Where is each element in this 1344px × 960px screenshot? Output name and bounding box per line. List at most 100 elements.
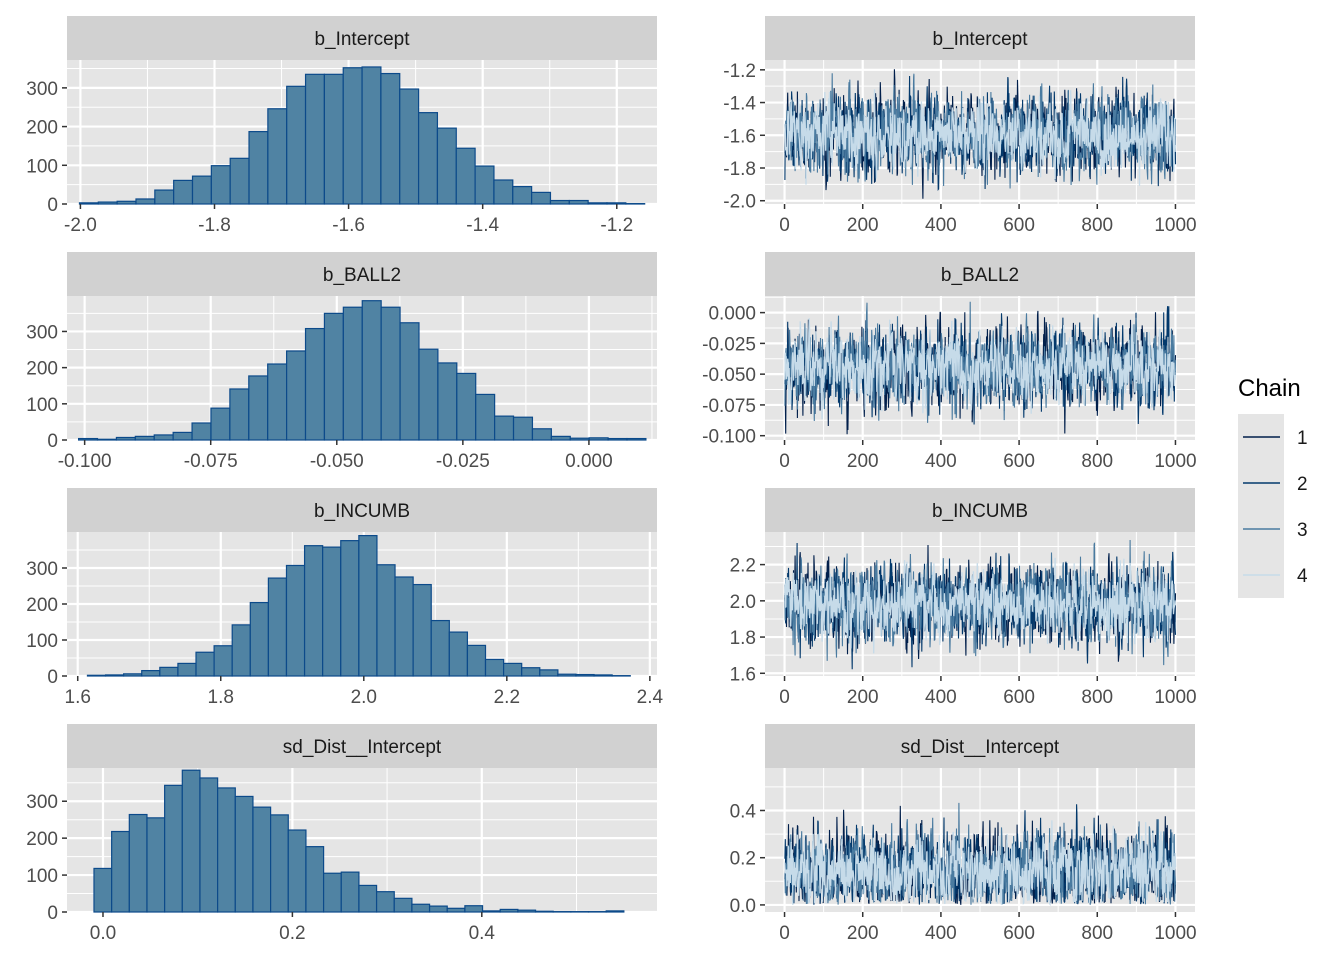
y-tick-label: -0.100 [702, 427, 756, 448]
legend-entry-chain-2: 2 [1243, 474, 1308, 495]
trace-line-chain-4 [784, 89, 1177, 186]
x-tick-label: -0.075 [184, 451, 238, 472]
trace-line-chain-4 [784, 557, 1177, 654]
histogram-bar [575, 673, 595, 677]
histogram-bar [229, 157, 250, 205]
facet-label: b_INCUMB [314, 501, 410, 522]
x-tick-label: 1.6 [65, 687, 91, 708]
histogram-bar [173, 179, 194, 205]
histogram-bar [97, 201, 118, 205]
x-tick-label: 0 [779, 451, 790, 472]
histogram-bar [474, 165, 495, 205]
histogram-bar [248, 131, 269, 205]
legend-entry-chain-1: 1 [1243, 428, 1308, 449]
x-tick-label: 2.0 [351, 687, 377, 708]
y-tick-label: 1.8 [730, 628, 756, 649]
histogram-bar [534, 910, 554, 913]
y-tick-label: 1.6 [730, 664, 756, 685]
histogram-bar [134, 435, 155, 441]
histogram-bar [141, 669, 161, 677]
x-tick-label: -0.025 [436, 451, 490, 472]
histogram-bar [172, 431, 193, 441]
histogram-bar [128, 813, 148, 913]
hist-panel-b_Intercept: b_Intercept -2.0 -1.8 -1.6 -1.4 -1.2 0 100 200 30… [26, 16, 657, 236]
y-tick-label: -2.0 [723, 192, 756, 213]
y-tick-label: 0.4 [730, 801, 757, 822]
histogram-bar [499, 908, 519, 913]
histogram-bar [475, 393, 496, 441]
trace-panel-b_Intercept: b_Intercept 0 200 400 600 800 1000 -2.0 -1.8 -1.6… [723, 16, 1197, 236]
y-tick-label: -1.6 [723, 126, 756, 147]
x-tick-label: 400 [925, 923, 957, 944]
facet-strip [765, 252, 1195, 296]
histogram-bar [159, 666, 179, 677]
facet-strip [67, 724, 657, 768]
facet-label: sd_Dist__Intercept [901, 737, 1060, 758]
x-tick-label: 200 [847, 687, 879, 708]
trace-line-chain-4 [784, 318, 1177, 420]
x-tick-label: 0 [779, 923, 790, 944]
y-tick-label: 200 [26, 359, 58, 380]
histogram-bar [446, 907, 466, 913]
x-tick-label: 800 [1081, 687, 1113, 708]
y-tick-label: -0.025 [702, 334, 756, 355]
y-tick-label: 100 [26, 156, 58, 177]
y-tick-label: 0.0 [730, 896, 756, 917]
histogram-bar [539, 669, 559, 677]
histogram-bar [234, 795, 254, 913]
histogram-bar [417, 112, 439, 205]
legend-label: 3 [1297, 520, 1308, 541]
x-tick-label: 800 [1081, 451, 1113, 472]
legend-entry-chain-4: 4 [1243, 566, 1308, 587]
histogram-bar [587, 202, 608, 205]
histogram-bar [164, 784, 183, 913]
histogram-bar [376, 564, 396, 677]
histogram-bar [557, 673, 577, 677]
x-tick-label: 600 [1003, 451, 1035, 472]
histogram-bar [521, 667, 541, 677]
y-tick-label: 0 [47, 431, 58, 452]
x-tick-label: 800 [1081, 923, 1113, 944]
y-tick-label: 0 [47, 195, 58, 216]
x-tick-label: -2.0 [64, 215, 97, 236]
y-tick-label: 0 [47, 667, 58, 688]
trace-panel-sd_Dist__Intercept: sd_Dist__Intercept 0 200 400 600 800 1000 0.0 0.… [730, 724, 1197, 944]
histogram-bar [191, 422, 212, 441]
x-tick-label: 0.4 [469, 923, 496, 944]
x-tick-label: 0.0 [90, 923, 116, 944]
legend-label: 2 [1297, 474, 1308, 495]
histogram-bar [267, 108, 288, 205]
facet-strip [67, 16, 657, 60]
x-tick-label: 400 [925, 215, 957, 236]
histogram-bar [605, 910, 625, 913]
histogram-bar [115, 436, 136, 441]
histogram-bar [267, 363, 288, 441]
x-tick-label: 2.2 [494, 687, 520, 708]
trace-panel-b_BALL2: b_BALL2 0 200 400 600 800 1000 -0.100 -0.075 -0.0… [702, 252, 1197, 472]
x-tick-label: 1000 [1154, 687, 1196, 708]
histogram-bar [361, 300, 382, 441]
histogram-bar [512, 185, 533, 205]
histogram-bar [229, 388, 250, 441]
x-tick-label: 200 [847, 923, 879, 944]
histogram-bar [177, 662, 197, 677]
x-tick-label: 0 [779, 687, 790, 708]
legend-label: 1 [1297, 428, 1308, 449]
facet-strip [67, 488, 657, 532]
y-tick-label: 2.0 [730, 592, 756, 613]
histogram-bar [607, 437, 628, 441]
histogram-bar [512, 416, 534, 441]
histogram-bar [393, 897, 413, 913]
histogram-bar [153, 434, 174, 441]
x-tick-label: -0.100 [58, 451, 112, 472]
x-tick-label: 800 [1081, 215, 1113, 236]
histogram-bar [428, 905, 448, 913]
histogram-bar [286, 85, 307, 205]
histogram-bar [287, 829, 307, 913]
y-tick-label: 200 [26, 595, 58, 616]
histogram-bar [481, 910, 501, 913]
histogram-bar [342, 67, 363, 205]
histogram-bar [430, 619, 450, 677]
histogram-bar [104, 674, 125, 677]
x-tick-label: 0.000 [565, 451, 613, 472]
